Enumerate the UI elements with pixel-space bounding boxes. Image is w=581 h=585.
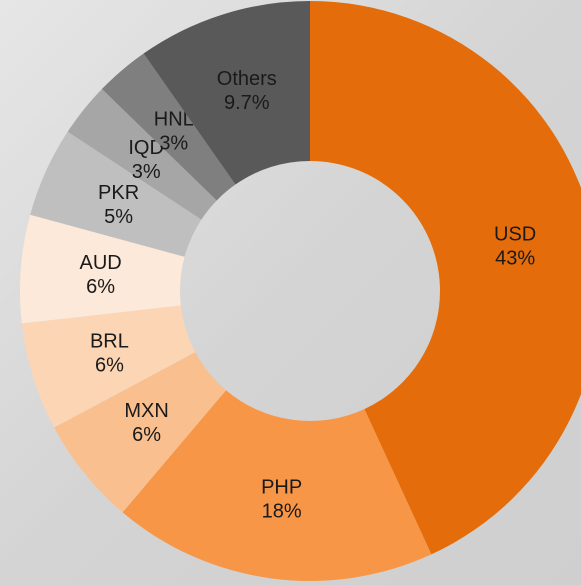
donut-slice [54,352,226,513]
slice-label: HNL [154,108,194,130]
value-label: 6% [86,276,115,298]
donut-slice [310,1,581,555]
donut-slice [21,305,196,428]
value-label: 18% [262,500,302,522]
slice-label: USD [494,223,536,245]
slice-label: IQD [128,137,164,159]
donut-slice [19,214,185,324]
slice-label: PKR [98,182,139,204]
slice-label: PHP [261,476,302,498]
value-label: 9.7% [224,92,270,114]
slice-label: AUD [80,252,122,274]
slice-label: Others [217,68,277,90]
value-label: 5% [104,206,133,228]
slice-label: BRL [90,331,129,353]
donut-slice [122,390,432,581]
slice-label: MXN [124,400,168,422]
value-label: 6% [95,355,124,377]
donut-slice [101,53,236,201]
donut-slice [143,1,310,185]
value-label: 43% [495,247,535,269]
value-label: 6% [132,424,161,446]
value-label: 3% [159,132,188,154]
value-label: 3% [132,161,161,183]
donut-slice [30,131,202,257]
donut-slice [67,89,217,220]
